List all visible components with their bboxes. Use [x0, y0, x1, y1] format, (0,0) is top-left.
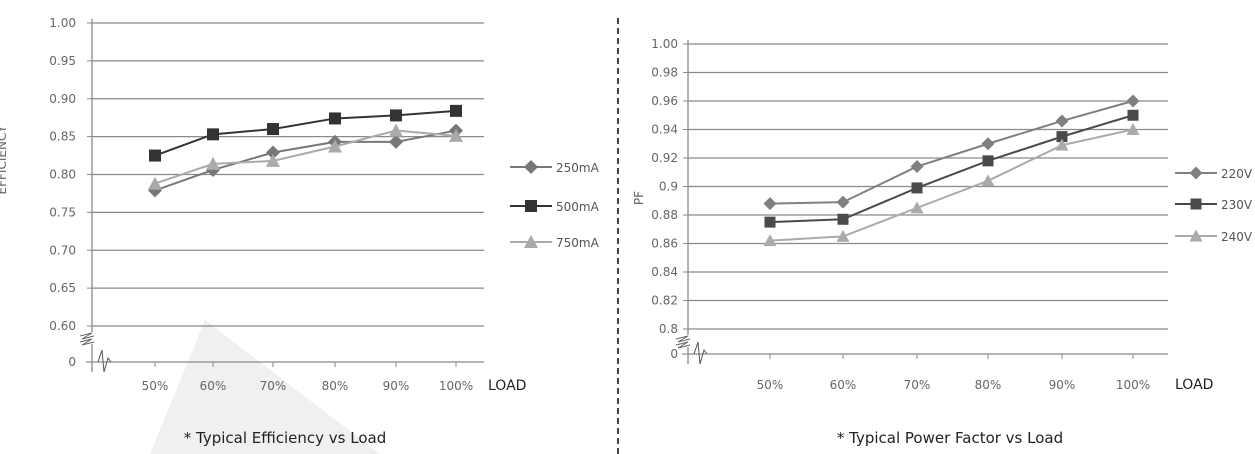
legend-marker-250mA [524, 160, 538, 174]
y-tick-label: 1.00 [49, 16, 76, 30]
y-tick-label: 0.86 [651, 237, 678, 251]
legend-label: 750mA [556, 236, 600, 250]
watermark-shape [150, 320, 380, 454]
data-point-230V [1127, 109, 1139, 121]
y-tick-label: 1.00 [651, 37, 678, 51]
series-line-240V [769, 128, 1134, 242]
data-point-230V [982, 155, 994, 167]
data-point-500mA [149, 149, 161, 162]
y-tick-label: 0.98 [651, 66, 678, 80]
y-tick-label: 0.8 [659, 322, 678, 336]
y-tick-label: 0.60 [49, 319, 76, 333]
y-tick-label: 0.75 [49, 205, 76, 219]
series-line-750mA [154, 129, 457, 185]
x-axis-break-icon [693, 341, 708, 365]
x-tick-label: 70% [904, 378, 931, 392]
chart-caption: * Typical Power Factor vs Load [837, 429, 1063, 447]
data-point-230V [764, 216, 776, 228]
series-line-230V [769, 114, 1134, 224]
legend-marker-750mA [524, 235, 538, 248]
data-point-230V [837, 213, 849, 225]
data-point-220V [1055, 114, 1069, 128]
y-tick-label: 0.95 [49, 54, 76, 68]
data-point-250mA [389, 134, 403, 149]
data-point-750mA [266, 153, 280, 167]
y-tick-label: 0.65 [49, 281, 76, 295]
x-axis-break-icon [97, 349, 112, 373]
y-tick-label: 0.80 [49, 168, 76, 182]
x-tick-label: 70% [260, 379, 287, 393]
data-point-220V [763, 197, 777, 211]
y-tick-label: 0.88 [651, 208, 678, 222]
x-tick-label: 90% [1049, 378, 1076, 392]
data-point-230V [911, 182, 923, 194]
data-point-220V [910, 160, 924, 174]
data-point-220V [836, 195, 850, 209]
data-point-500mA [207, 128, 219, 141]
legend-label: 250mA [556, 161, 600, 175]
y-axis-title: EFFICIENCY [0, 125, 9, 195]
data-point-240V [763, 234, 777, 247]
data-point-240V [981, 174, 995, 187]
data-point-240V [1126, 123, 1140, 135]
legend-marker-500mA [525, 200, 537, 212]
series-line-220V [769, 100, 1134, 205]
legend-label: 220V [1221, 167, 1253, 181]
y-tick-label: 0.94 [651, 123, 678, 137]
x-axis-title: LOAD [488, 378, 526, 394]
legend-label: 500mA [556, 200, 600, 214]
data-point-220V [1126, 94, 1140, 108]
x-tick-label: 100% [1116, 378, 1150, 392]
series-line-250mA [154, 129, 457, 192]
y-zero-label: 0 [68, 355, 76, 369]
y-tick-label: 0.85 [49, 130, 76, 144]
y-tick-label: 0.9 [659, 180, 678, 194]
data-point-750mA [148, 176, 162, 190]
series-line-500mA [154, 109, 457, 157]
data-point-750mA [328, 139, 342, 153]
legend-label: 240V [1221, 230, 1253, 244]
y-tick-label: 0.70 [49, 243, 76, 257]
data-point-500mA [267, 123, 279, 136]
data-point-500mA [390, 109, 402, 122]
data-point-750mA [389, 123, 403, 137]
y-tick-label: 0.82 [651, 294, 678, 308]
divider [617, 18, 619, 454]
data-point-250mA [266, 145, 280, 160]
y-zero-label: 0 [670, 347, 678, 361]
chart-caption: * Typical Efficiency vs Load [184, 429, 387, 447]
legend-marker-230V [1190, 198, 1202, 210]
y-tick-label: 0.90 [49, 92, 76, 106]
data-point-220V [981, 137, 995, 151]
x-tick-label: 80% [975, 378, 1002, 392]
x-axis-title: LOAD [1175, 377, 1213, 393]
y-tick-label: 0.84 [651, 265, 678, 279]
axis-break-icon [675, 335, 691, 349]
legend-marker-220V [1189, 166, 1203, 180]
x-tick-label: 100% [439, 379, 473, 393]
legend-label: 230V [1221, 198, 1253, 212]
data-point-240V [836, 229, 850, 242]
data-point-750mA [449, 128, 463, 142]
x-tick-label: 90% [383, 379, 410, 393]
data-point-240V [1055, 138, 1069, 151]
x-tick-label: 50% [757, 378, 784, 392]
data-point-240V [910, 201, 924, 214]
data-point-750mA [206, 156, 220, 170]
x-tick-label: 80% [322, 379, 349, 393]
axis-break-icon [79, 332, 95, 346]
legend-marker-240V [1189, 229, 1203, 242]
x-tick-label: 50% [142, 379, 169, 393]
y-tick-label: 0.96 [651, 94, 678, 108]
data-point-230V [1056, 131, 1068, 143]
data-point-500mA [450, 104, 462, 117]
y-tick-label: 0.92 [651, 151, 678, 165]
x-tick-label: 60% [200, 379, 227, 393]
data-point-500mA [329, 112, 341, 125]
x-tick-label: 60% [830, 378, 857, 392]
y-axis-title: PF [632, 191, 646, 205]
